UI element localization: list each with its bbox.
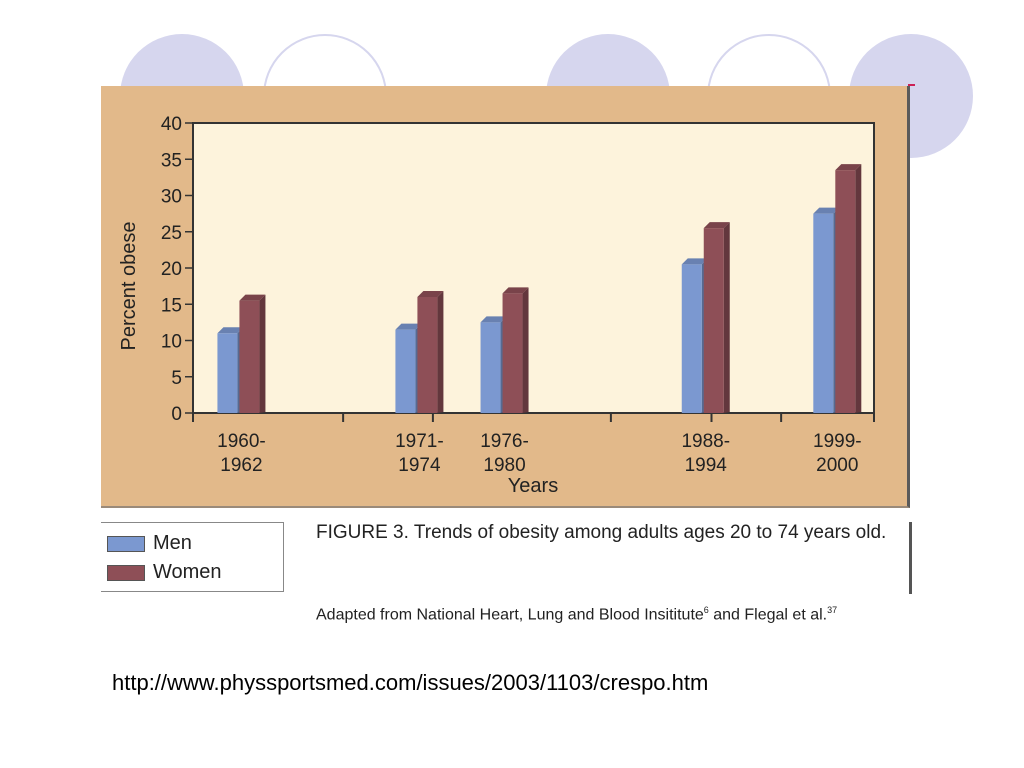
legend-swatch-women <box>107 564 145 581</box>
figure-panel: 0 5 10 15 20 25 30 35 40 1960- 1962 1971- 1974 1976-… <box>101 86 910 508</box>
x-tick-label: 2000 <box>816 455 858 476</box>
bar-women <box>417 291 444 413</box>
x-tick-label: 1974 <box>398 455 441 476</box>
divider <box>909 522 912 594</box>
y-tick-label: 40 <box>161 114 182 135</box>
source-note-mark-1: 6 <box>703 605 709 615</box>
figure-caption: FIGURE 3. Trends of obesity among adults… <box>316 522 887 543</box>
legend-label-men: Men <box>153 532 192 554</box>
x-axis-title: Years <box>508 475 558 497</box>
source-note-mark-2: 37 <box>827 605 838 615</box>
x-tick-label: 1999- <box>813 431 862 452</box>
bar-women <box>239 294 266 413</box>
y-tick-label: 10 <box>161 332 182 353</box>
x-tick-label: 1962 <box>220 455 262 476</box>
bar-women <box>502 287 529 413</box>
y-tick-label: 30 <box>161 187 182 208</box>
source-note-text: Adapted from National Heart, Lung and Bl… <box>316 606 704 624</box>
x-tick-label: 1988- <box>681 431 730 452</box>
y-tick-label: 25 <box>161 223 182 244</box>
bar-women <box>835 164 862 413</box>
x-axis: 1960- 1962 1971- 1974 1976- 1980 1988- 1994 1999… <box>192 413 875 476</box>
x-tick-label: 1960- <box>217 431 266 452</box>
y-tick-label: 35 <box>161 150 182 171</box>
y-axis-title: Percent obese <box>118 222 140 351</box>
y-tick-label: 15 <box>161 295 182 316</box>
source-note-middle: and Flegal et al. <box>708 606 828 624</box>
plot-area <box>192 122 875 414</box>
legend-label-women: Women <box>153 561 222 583</box>
source-note: Adapted from National Heart, Lung and Bl… <box>316 598 896 627</box>
x-tick-label: 1976- <box>480 431 529 452</box>
bar-women <box>703 222 730 413</box>
y-tick-label: 0 <box>171 404 182 425</box>
legend-item-men: Men <box>107 532 192 555</box>
source-url[interactable]: http://www.physsportsmed.com/issues/2003… <box>112 670 709 695</box>
legend-swatch-men <box>107 535 145 552</box>
legend: Men Women <box>101 522 284 592</box>
legend-item-women: Women <box>107 561 222 584</box>
y-tick-label: 5 <box>171 368 182 389</box>
decorative-mark <box>908 84 915 86</box>
bars <box>217 164 862 413</box>
x-tick-label: 1971- <box>395 431 444 452</box>
y-axis: 0 5 10 15 20 25 30 35 40 <box>161 114 193 425</box>
bar-chart: 0 5 10 15 20 25 30 35 40 1960- 1962 1971- 1974 1976-… <box>118 114 875 497</box>
x-tick-label: 1980 <box>483 455 525 476</box>
x-tick-label: 1994 <box>685 455 728 476</box>
y-tick-label: 20 <box>161 259 182 280</box>
